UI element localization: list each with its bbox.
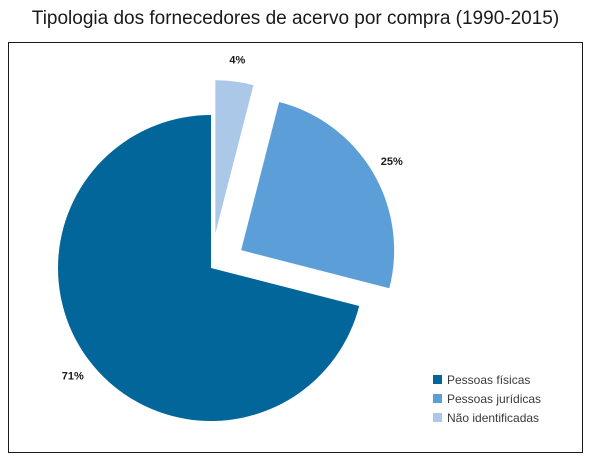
legend-item-nao-identificadas: Não identificadas	[432, 408, 541, 427]
chart-title: Tipologia dos fornecedores de acervo por…	[31, 8, 560, 29]
legend-item-pessoas-fisicas: Pessoas físicas	[432, 370, 541, 389]
legend-swatch	[432, 393, 443, 404]
legend-label: Pessoas físicas	[447, 372, 531, 387]
data-label-nao-identificadas: 4%	[229, 55, 245, 67]
pie-slice-nao-identificadas	[215, 80, 254, 234]
legend-swatch	[432, 374, 443, 385]
data-label-pessoas-juridicas: 25%	[381, 156, 403, 168]
legend-label: Pessoas jurídicas	[447, 391, 542, 406]
data-label-pessoas-fisicas: 71%	[62, 370, 84, 382]
legend-item-pessoas-juridicas: Pessoas jurídicas	[432, 389, 541, 408]
pie-slice-pessoas-juridicas	[241, 101, 395, 289]
pie-slice-pessoas-fisicas	[57, 115, 360, 421]
legend-swatch	[432, 412, 443, 423]
chart-legend: Pessoas físicas Pessoas jurídicas Não iden…	[432, 370, 541, 427]
legend-label: Não identificadas	[447, 410, 540, 425]
